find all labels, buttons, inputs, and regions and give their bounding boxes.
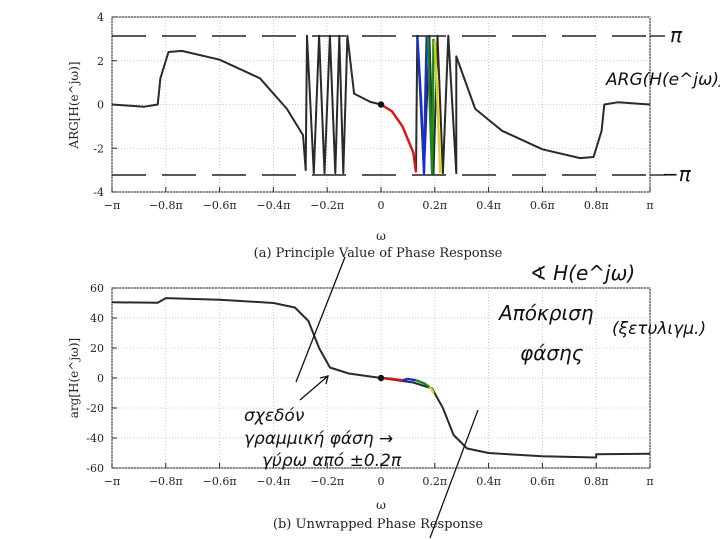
plot-a-series-line [416,35,428,175]
handwritten-annotations-bottom: ∢ H(e^jω) Απόκριση φάσης (ξετυλιγμ.) σχε… [244,256,706,539]
plot-b-series-line [380,376,403,382]
plot-b-origin-point [377,374,385,382]
plot-b-grid [111,287,651,469]
plot-a-origin-point [377,101,385,108]
plot-b-ytick-label: -20 [86,402,104,415]
plot-a-xlabel: ω [376,229,386,243]
plot-b-caption: (b) Unwrapped Phase Response [273,517,484,532]
plot-unwrapped-phase: −π −0.8π −0.6π −0.4π −0.2π 0 0.2π 0.4π 0.6π 0.8π π… [67,282,654,532]
plot-b-ytick-label: 60 [90,282,104,295]
plot-b-xtick-label: 0.6π [530,475,555,488]
plot-a-ytick-label: 4 [97,11,104,24]
plot-b-xtick-label: 0.8π [584,475,609,488]
plot-b-series [111,297,651,459]
plot-a-xtick-label: 0.4π [476,199,501,212]
paren-word: (ξετυλιγμ.) [612,319,706,339]
plot-a-xtick-label: −0.4π [256,199,290,212]
plot-a-ytick-label: 0 [97,99,104,112]
plot-b-ytick-label: 40 [90,312,104,325]
plot-a-xtick-label: 0.8π [584,199,609,212]
plot-b-xtick-label: −0.4π [256,475,290,488]
phase-symbol: ∢ H(e^jω) [530,261,635,285]
plot-b-series-line [428,386,435,394]
plot-a-xtick-label: π [646,199,653,212]
plot-b-ytick-label: 0 [97,372,104,385]
plot-a-xtick-label: 0.2π [422,199,447,212]
pi-label: π [670,23,683,47]
phase-word: φάσης [520,341,584,365]
plot-a-ylabel: ARG[H(e^jω)] [67,61,81,149]
response-word: Απόκριση [497,301,594,325]
arrow-left-icon [299,375,329,401]
plot-b-xtick-label: 0 [378,475,385,488]
plot-a-series-line [433,41,442,174]
plot-b-xtick-label: −0.2π [310,475,344,488]
plot-b-ytick-label: 20 [90,342,104,355]
plot-b-xtick-label: −0.8π [149,475,183,488]
plot-b-xlabel: ω [376,498,386,512]
plot-b-xtick-label: −0.6π [203,475,237,488]
plot-b-series-line [415,379,431,388]
note-line-2: γραμμική φάση → [244,429,393,449]
arg-label: ARG(H(e^jω)) [605,70,720,90]
plot-b-xtick-label: −π [104,475,120,488]
plot-principal-phase: −π −0.8π −0.6π −0.4π −0.2π 0 0.2π 0.4π 0.6π 0.8π π… [67,11,654,261]
plot-a-series-line [426,35,435,175]
plot-b-ylabel: arg[H(e^jω)] [67,338,81,418]
plot-b-series-line [402,377,417,382]
plot-a-xtick-label: −0.6π [203,199,237,212]
plot-a-series-line [380,103,418,173]
plot-b-xtick-label: 0.4π [476,475,501,488]
tangent-line-right [429,409,479,539]
neg-pi-label: −π [662,162,692,186]
plot-a-ytick-label: -4 [93,186,104,199]
plot-b-xtick-label: 0.2π [422,475,447,488]
tangent-line-left [295,256,346,383]
plot-a-series-line [111,34,382,175]
plot-a-series [111,34,651,175]
plot-a-caption: (a) Principle Value of Phase Response [254,246,503,261]
plot-b-ytick-label: -60 [86,462,104,475]
plot-a-ticks: −π −0.8π −0.6π −0.4π −0.2π 0 0.2π 0.4π 0.6π 0.8π π… [93,11,653,212]
plot-a-ytick-label: -2 [93,142,104,155]
plot-a-xtick-label: 0.6π [530,199,555,212]
plot-a-xtick-label: −0.8π [149,199,183,212]
plot-a-xtick-label: −0.2π [310,199,344,212]
note-line-3: γύρω από ±0.2π [262,451,402,471]
plot-a-ytick-label: 2 [97,55,104,68]
plot-a-xtick-label: 0 [378,199,385,212]
handwritten-annotations-top: π −π ARG(H(e^jω)) [112,23,720,186]
note-line-1: σχεδόν [244,406,305,426]
plot-b-ticks: −π −0.8π −0.6π −0.4π −0.2π 0 0.2π 0.4π 0.6π 0.8π π… [86,282,653,488]
plot-b-xtick-label: π [646,475,653,488]
plot-b-ytick-label: -40 [86,432,104,445]
plot-a-xtick-label: −π [104,199,120,212]
